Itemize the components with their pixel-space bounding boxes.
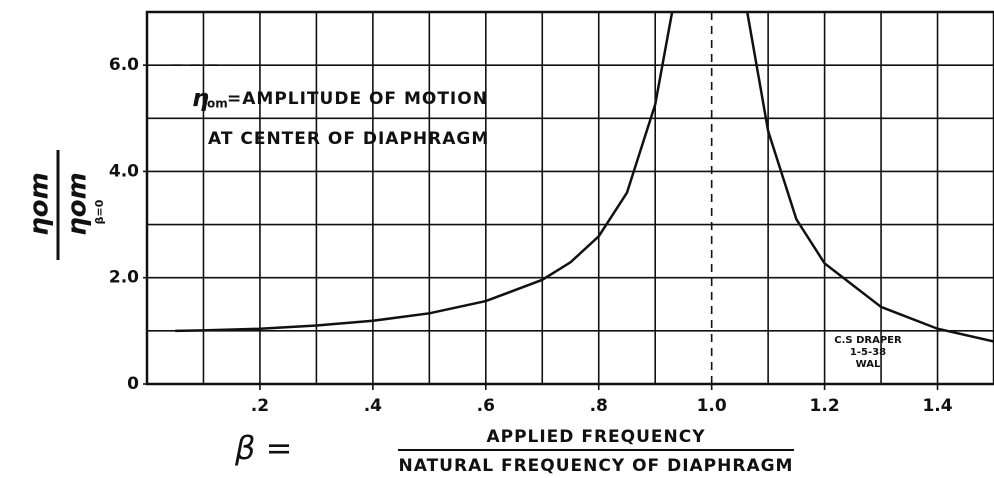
curve	[746, 11, 994, 343]
annotation: WAL	[856, 359, 881, 370]
y-tick-label: 0	[127, 374, 139, 394]
x-tick-label: .6	[477, 396, 495, 416]
curve	[175, 11, 674, 333]
plot-frame	[145, 10, 994, 386]
y-tick-label: 6.0	[109, 55, 139, 75]
note-box	[822, 334, 914, 374]
annotation: =AMPLITUDE OF MOTION	[227, 89, 488, 109]
y-tick-label: 4.0	[109, 161, 139, 181]
x-tick-label: .8	[590, 396, 608, 416]
x-axis-label: APPLIED FREQUENCY	[486, 427, 705, 447]
y-axis-label: β=0	[93, 199, 106, 224]
annotation: om	[207, 97, 228, 111]
annotation: η	[192, 84, 210, 112]
x-tick-label: 1.2	[810, 396, 840, 416]
x-axis-label: β =	[234, 429, 292, 467]
y-tick-label: 2.0	[109, 268, 139, 288]
x-tick-label: .2	[251, 396, 269, 416]
x-axis-label: NATURAL FREQUENCY OF DIAPHRAGM	[399, 456, 794, 476]
annotation: 1-5-38	[850, 347, 886, 358]
x-tick-label: 1.4	[922, 396, 952, 416]
y-axis-label: ηom	[25, 172, 55, 235]
x-tick-label: 1.0	[697, 396, 727, 416]
x-tick-label: .4	[364, 396, 382, 416]
y-axis-label: ηom	[63, 172, 93, 235]
annotation: AT CENTER OF DIAPHRAGM	[208, 129, 489, 149]
annotation: C.S DRAPER	[834, 335, 902, 346]
